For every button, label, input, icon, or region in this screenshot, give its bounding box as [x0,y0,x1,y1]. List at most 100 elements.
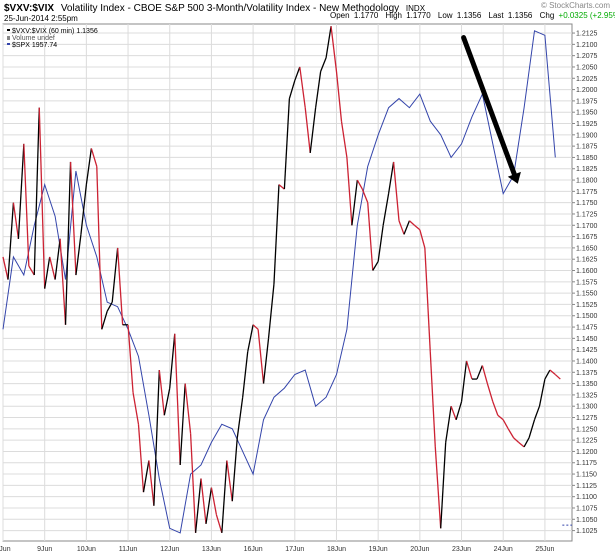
ratio-segment-up [377,225,384,262]
legend-spx: $SPX 1957.74 [12,42,57,49]
ratio-segment-down [148,460,155,506]
ratio-segment-up [460,360,468,402]
x-tick-label: 17Jun [285,546,304,553]
ratio-segment-up [236,397,244,438]
ratio-segment-up [247,324,254,353]
ratio-segment-up [267,284,275,339]
ratio-segment-up [544,369,551,380]
y-tick-label: 1.1750 [576,200,598,207]
ratio-segment-up [403,220,411,235]
x-axis: 6Jun 9Jun 10Jun 11Jun 12Jun 13Jun 16Jun 17Jun 18… [0,546,555,553]
y-tick-label: 1.1475 [576,325,598,332]
ratio-segment-down [158,369,165,416]
ratio-segment-down [38,107,46,289]
y-axis: 1.1025 1.1050 1.1075 1.1100 1.1125 1.1150 1.11… [572,31,598,535]
ratio-segment-down [304,107,311,153]
y-tick-label: 1.1950 [576,110,598,117]
ratio-segment-down [28,265,35,276]
ratio-segment-up [320,57,327,72]
x-tick-label: 18Jun [327,546,346,553]
ratio-segment-up [528,419,536,439]
legend: $VXV:$VIX (60 min) 1.1356 Volume undef $… [7,28,98,49]
ratio-segment-down [23,143,30,267]
ratio-segment-down [507,428,515,439]
y-tick-label: 1.2125 [576,31,598,38]
exchange-label: INDX [406,4,426,13]
ratio-segment-down [486,383,494,402]
ratio-segment-up [445,406,452,443]
ratio-segment-down [434,446,442,529]
ratio-segment-up [64,161,72,325]
y-tick-label: 1.1225 [576,438,598,445]
ratio-segment-down [492,401,499,416]
y-tick-label: 1.1500 [576,313,598,320]
ratio-segment-down [174,333,181,466]
ohlc-readout: Open 1.1770 High 1.1770 Low 1.1356 Last … [330,11,615,20]
x-tick-label: 19Jun [369,546,388,553]
ratio-segment-up [44,256,51,289]
x-tick-label: 6Jun [0,546,11,553]
ratio-segment-up [314,71,322,108]
spx-series [2,30,556,534]
ratio-segment-up [455,401,463,420]
ratio-segment-up [231,437,238,502]
x-tick-label: 23Jun [452,546,471,553]
y-tick-label: 1.1775 [576,189,598,196]
y-tick-label: 1.1600 [576,268,598,275]
y-tick-label: 1.1325 [576,392,598,399]
y-tick-label: 1.1550 [576,291,598,298]
ratio-segment-down [335,71,343,122]
y-tick-label: 1.1400 [576,358,598,365]
y-tick-label: 1.1650 [576,245,598,252]
ratio-segment-down [330,26,338,72]
y-tick-label: 1.1125 [576,483,597,490]
y-tick-label: 1.1625 [576,257,598,264]
chg-value: +0.0325 (+2.95%) [559,11,615,20]
ratio-segment-up [476,365,483,380]
y-tick-label: 1.1675 [576,234,598,241]
ratio-segment-down [346,157,353,226]
ratio-segment-up [273,184,280,285]
ratio-segment-down [497,414,504,421]
ratio-segment-up [106,301,113,312]
y-tick-label: 1.1850 [576,155,598,162]
open-label: Open [330,11,350,20]
chart-description: Volatility Index - CBOE S&P 500 3-Month/… [61,3,399,14]
ratio-segment-up [153,369,160,506]
ratio-segment-up [533,405,541,421]
ratio-segment-up [169,333,176,389]
ratio-segment-down [502,419,509,430]
ratio-segment-up [33,107,40,276]
plot-area [2,23,573,542]
y-tick-label: 1.1525 [576,302,598,309]
ratio-segment-up [17,143,25,239]
y-tick-label: 1.1350 [576,381,598,388]
ratio-segment-down [210,487,218,515]
low-value: 1.1356 [457,11,482,20]
vertical-gridlines [2,24,546,541]
y-tick-label: 1.2100 [576,42,598,49]
annotations [461,35,521,184]
ratio-segment-up [111,247,119,303]
last-value: 1.1356 [508,11,533,20]
ratio-segment-up [351,179,358,226]
ratio-segment-down [361,188,369,203]
ratio-segment-up [440,442,447,529]
ratio-segment-down [137,424,145,493]
ratio-segment-down [408,220,415,226]
y-tick-label: 1.2075 [576,53,598,60]
ratio-segment-down [465,360,473,380]
ratio-segment-up [75,234,82,276]
ratio-segment-down [549,369,556,376]
last-label: Last [489,11,505,20]
y-tick-label: 1.2050 [576,64,598,71]
ratio-segment-down [299,66,306,108]
ratio-segment-down [189,433,197,533]
x-tick-label: 16Jun [244,546,263,553]
spx-line [2,30,556,534]
ratio-segment-down [184,383,192,434]
ratio-segment-down [429,351,436,447]
high-value: 1.1770 [406,11,431,20]
ratio-segment-down [200,478,207,524]
y-tick-label: 1.1725 [576,211,598,218]
